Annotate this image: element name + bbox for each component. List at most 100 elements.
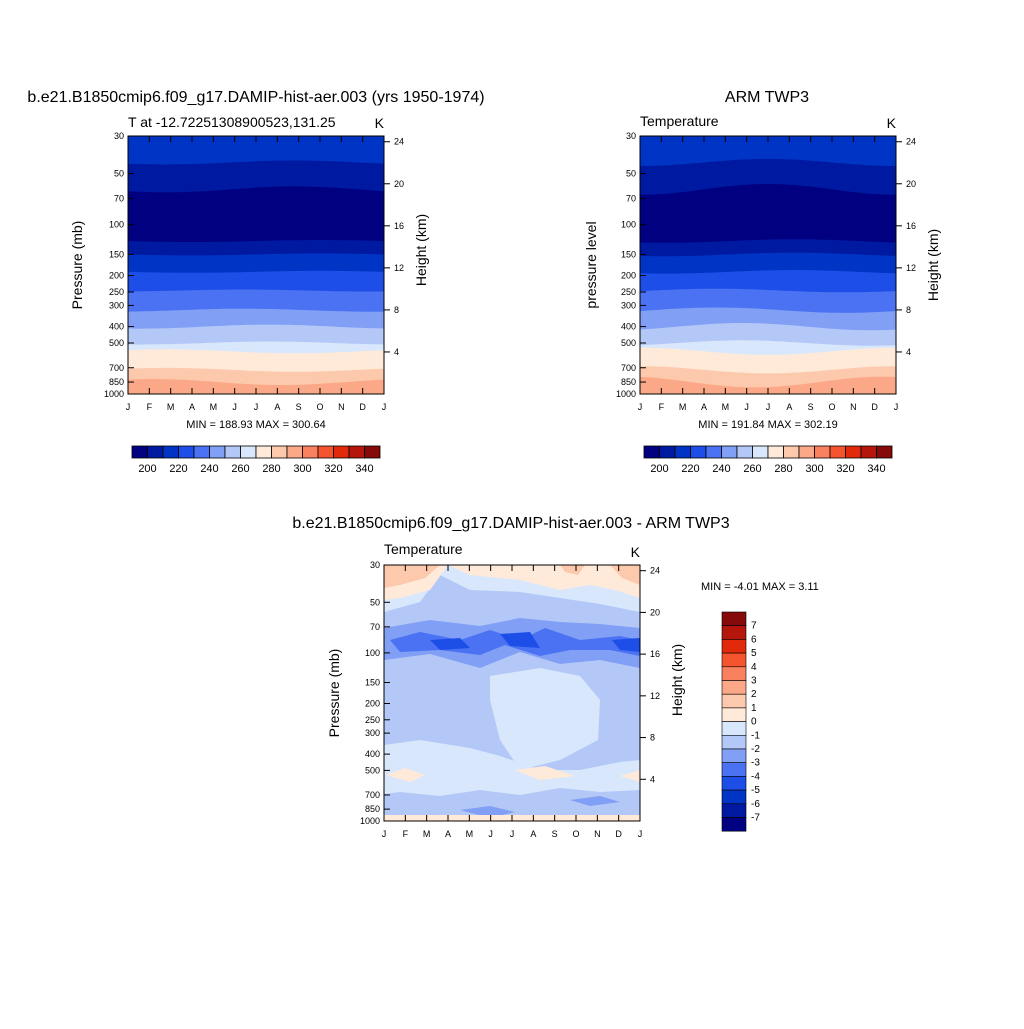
x-tick-label: N	[594, 829, 601, 839]
y2-tick-label: 12	[906, 263, 916, 273]
colorbar-swatch	[131, 445, 148, 459]
colorbar-swatch	[271, 445, 288, 459]
x-tick-label: M	[210, 402, 218, 412]
y-tick-label: 70	[626, 193, 636, 203]
y-tick-label: 300	[621, 300, 636, 310]
colorbar-swatch	[721, 625, 747, 640]
colorbar-label: 340	[355, 463, 373, 475]
diff-band	[490, 668, 600, 770]
colorbar-label: 220	[681, 463, 699, 475]
colorbar-swatch	[876, 445, 893, 459]
y2-tick-label: 24	[394, 137, 404, 147]
colorbar-label: 280	[774, 463, 792, 475]
x-tick-label: J	[638, 402, 643, 412]
y-tick-label: 1000	[616, 389, 636, 399]
colorbar-label: -3	[751, 758, 760, 769]
panel-model-stats: MIN = 188.93 MAX = 300.64	[186, 419, 325, 431]
y2-tick-label: 8	[906, 305, 911, 315]
x-tick-label: J	[382, 402, 387, 412]
colorbar-label: 200	[650, 463, 668, 475]
colorbar-label: 200	[138, 463, 156, 475]
diff-band	[384, 740, 640, 796]
panel-obs-axes: J F M A M J J A S O N D J 30 50 70 100 150 200 250 300 400 500…	[616, 131, 916, 412]
colorbar-swatch	[736, 445, 753, 459]
y2-tick-label: 8	[650, 733, 655, 743]
colorbar-label: 240	[712, 463, 730, 475]
x-tick-label: N	[338, 402, 345, 412]
y-tick-label: 100	[621, 220, 636, 230]
x-tick-label: F	[403, 829, 409, 839]
colorbar-label: 260	[743, 463, 761, 475]
y-tick-label: 50	[626, 169, 636, 179]
y2-tick-label: 20	[394, 179, 404, 189]
colorbar-label: 260	[231, 463, 249, 475]
panel-model: b.e21.B1850cmip6.f09_g17.DAMIP-hist-aer.…	[27, 89, 484, 475]
colorbar-swatch	[752, 445, 769, 459]
colorbar-swatch	[783, 445, 800, 459]
y-tick-label: 30	[370, 560, 380, 570]
y-tick-label: 500	[365, 765, 380, 775]
x-tick-label: S	[552, 829, 558, 839]
y-tick-label: 500	[621, 338, 636, 348]
colorbar-swatch	[224, 445, 241, 459]
y2-tick-label: 24	[906, 137, 916, 147]
panel-obs-ylabel: pressure level	[583, 221, 599, 308]
y-tick-label: 70	[370, 622, 380, 632]
x-tick-label: F	[659, 402, 665, 412]
x-tick-label: O	[572, 829, 579, 839]
colorbar-label: -2	[751, 744, 760, 755]
panel-obs: ARM TWP3 Temperature K J F M A M J J A S O N D J 30 50…	[583, 89, 941, 475]
colorbar-swatch	[286, 445, 303, 459]
colorbar-label: 240	[200, 463, 218, 475]
y2-tick-label: 20	[906, 179, 916, 189]
colorbar-label: 0	[751, 717, 757, 728]
diff-band	[610, 565, 640, 585]
x-tick-label: J	[126, 402, 131, 412]
panel-obs-colorbar: 200 220 240 260 280 300 320 340	[643, 445, 893, 475]
y2-tick-label: 12	[650, 691, 660, 701]
colorbar-swatch	[721, 803, 747, 818]
y-tick-label: 400	[621, 322, 636, 332]
colorbar-swatch	[659, 445, 676, 459]
y2-tick-label: 16	[394, 221, 404, 231]
x-tick-label: A	[189, 402, 195, 412]
x-tick-label: F	[147, 402, 153, 412]
x-tick-label: J	[766, 402, 771, 412]
colorbar-swatch	[209, 445, 226, 459]
y-tick-label: 30	[114, 131, 124, 141]
x-tick-label: M	[722, 402, 730, 412]
colorbar-label: -4	[751, 771, 760, 782]
diff-band	[386, 768, 425, 782]
colorbar-swatch	[721, 762, 747, 777]
diff-band	[560, 565, 585, 575]
y-tick-label: 150	[365, 677, 380, 687]
panel-obs-units: K	[887, 115, 897, 131]
colorbar-swatch	[721, 748, 747, 763]
diff-band	[515, 766, 575, 780]
colorbar-swatch	[333, 445, 350, 459]
y-tick-label: 850	[109, 377, 124, 387]
y2-tick-label: 8	[394, 305, 399, 315]
panel-model-subtitle: T at -12.72251308900523,131.25	[128, 114, 336, 130]
panel-model-ylabel: Pressure (mb)	[69, 221, 85, 310]
y-tick-label: 850	[365, 804, 380, 814]
colorbar-swatch	[674, 445, 691, 459]
colorbar-swatch	[845, 445, 862, 459]
diff-band	[620, 770, 640, 782]
y-tick-label: 100	[365, 648, 380, 658]
x-tick-label: J	[382, 829, 387, 839]
x-tick-label: O	[316, 402, 323, 412]
colorbar-swatch	[348, 445, 365, 459]
panel-diff-stats: MIN = -4.01 MAX = 3.11	[701, 581, 819, 593]
colorbar-label: 320	[324, 463, 342, 475]
y-tick-label: 150	[109, 249, 124, 259]
colorbar-label: 300	[293, 463, 311, 475]
y2-tick-label: 16	[906, 221, 916, 231]
panel-model-axes: J F M A M J J A S O N D J 30 50 70 100 150 200 250 300 400 500…	[104, 131, 404, 412]
colorbar-swatch	[860, 445, 877, 459]
x-tick-label: M	[679, 402, 687, 412]
colorbar-swatch	[829, 445, 846, 459]
colorbar-label: -7	[751, 813, 760, 824]
colorbar-swatch	[255, 445, 272, 459]
